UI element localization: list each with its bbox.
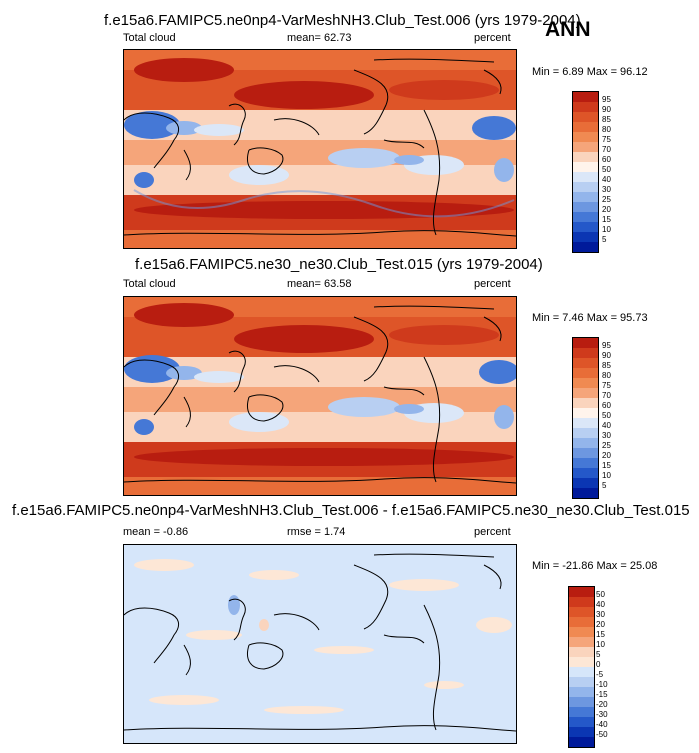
colorbar-tick: -5: [596, 670, 604, 679]
colorbar-tick: 10: [602, 471, 611, 480]
colorbar-tick: -30: [596, 710, 608, 719]
colorbar-tick: 25: [602, 195, 611, 204]
panel-3-title: f.e15a6.FAMIPC5.ne0np4-VarMeshNH3.Club_T…: [12, 502, 690, 519]
panel-2-title: f.e15a6.FAMIPC5.ne30_ne30.Club_Test.015 …: [135, 256, 543, 273]
colorbar-tick: 5: [596, 650, 601, 659]
colorbar-tick: 15: [602, 215, 611, 224]
colorbar-tick: 95: [602, 95, 611, 104]
colorbar-tick: -10: [596, 680, 608, 689]
colorbar-tick: 80: [602, 371, 611, 380]
panel-2-variable: Total cloud: [123, 278, 176, 290]
colorbar-tick: 0: [596, 660, 601, 669]
colorbar-tick: -20: [596, 700, 608, 709]
panel-1-colorbar: [572, 91, 599, 253]
panel-2-heatmap: [124, 297, 516, 495]
colorbar-tick: 90: [602, 105, 611, 114]
panel-3-units: percent: [474, 526, 511, 538]
colorbar-tick: -50: [596, 730, 608, 739]
panel-2-map: [123, 296, 517, 496]
colorbar-tick: 40: [602, 421, 611, 430]
colorbar-tick: 5: [602, 235, 607, 244]
colorbar-tick: 50: [602, 165, 611, 174]
colorbar-tick: 50: [602, 411, 611, 420]
colorbar-tick: 20: [596, 620, 605, 629]
panel-1-title: f.e15a6.FAMIPC5.ne0np4-VarMeshNH3.Club_T…: [104, 12, 581, 29]
colorbar-tick: 60: [602, 155, 611, 164]
colorbar-tick: 80: [602, 125, 611, 134]
season-label: ANN: [545, 18, 591, 41]
panel-1-minmax: Min = 6.89 Max = 96.12: [532, 66, 648, 78]
colorbar-tick: 85: [602, 361, 611, 370]
panel-1-units: percent: [474, 32, 511, 44]
panel-1-variable: Total cloud: [123, 32, 176, 44]
colorbar-tick: 90: [602, 351, 611, 360]
colorbar-tick: 25: [602, 441, 611, 450]
panel-3-heatmap: [124, 545, 516, 743]
panel-1-map: [123, 49, 517, 249]
colorbar-tick: 30: [602, 431, 611, 440]
colorbar-tick: 20: [602, 451, 611, 460]
panel-3-minmax: Min = -21.86 Max = 25.08: [532, 560, 658, 572]
colorbar-tick: 10: [596, 640, 605, 649]
colorbar-tick: 20: [602, 205, 611, 214]
colorbar-tick: 5: [602, 481, 607, 490]
colorbar-tick: 70: [602, 391, 611, 400]
panel-3-mean: mean = -0.86: [123, 526, 189, 538]
colorbar-tick: 30: [602, 185, 611, 194]
colorbar-tick: -15: [596, 690, 608, 699]
panel-3-map: [123, 544, 517, 744]
panel-1-mean: mean= 62.73: [287, 32, 352, 44]
colorbar-tick: 30: [596, 610, 605, 619]
panel-2-colorbar: [572, 337, 599, 499]
colorbar-tick: -40: [596, 720, 608, 729]
colorbar-tick: 75: [602, 381, 611, 390]
panel-2-units: percent: [474, 278, 511, 290]
colorbar-tick: 60: [602, 401, 611, 410]
colorbar-tick: 75: [602, 135, 611, 144]
panel-3-colorbar: [568, 586, 595, 748]
colorbar-tick: 50: [596, 590, 605, 599]
panel-1-heatmap: [124, 50, 516, 248]
colorbar-tick: 15: [596, 630, 605, 639]
colorbar-tick: 70: [602, 145, 611, 154]
colorbar-tick: 15: [602, 461, 611, 470]
colorbar-tick: 40: [596, 600, 605, 609]
colorbar-tick: 95: [602, 341, 611, 350]
colorbar-tick: 85: [602, 115, 611, 124]
panel-2-mean: mean= 63.58: [287, 278, 352, 290]
panel-3-rmse: rmse = 1.74: [287, 526, 346, 538]
colorbar-tick: 40: [602, 175, 611, 184]
colorbar-tick: 10: [602, 225, 611, 234]
panel-2-minmax: Min = 7.46 Max = 95.73: [532, 312, 648, 324]
